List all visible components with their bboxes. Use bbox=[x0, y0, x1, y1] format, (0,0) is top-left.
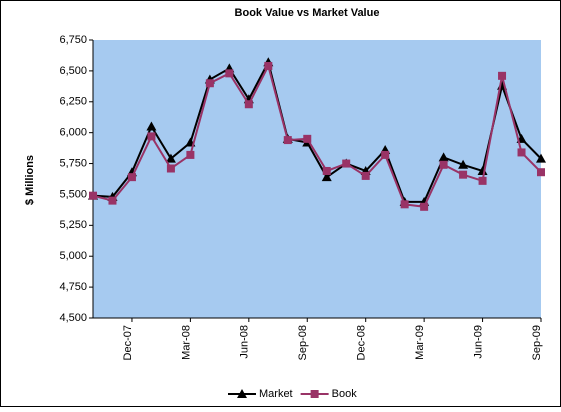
marker bbox=[537, 168, 545, 177]
marker bbox=[264, 61, 273, 70]
y-tick-label: 5,250 bbox=[59, 219, 87, 231]
plot-area bbox=[93, 40, 541, 318]
marker bbox=[459, 170, 468, 179]
marker bbox=[458, 159, 469, 169]
marker bbox=[166, 164, 175, 173]
marker bbox=[498, 71, 507, 80]
marker bbox=[127, 173, 136, 182]
marker bbox=[146, 121, 157, 131]
y-tick-label: 4,750 bbox=[59, 281, 87, 293]
marker bbox=[147, 132, 156, 141]
marker bbox=[310, 390, 319, 398]
marker bbox=[89, 191, 97, 200]
y-tick-label: 5,000 bbox=[59, 250, 87, 262]
y-tick-label: 6,500 bbox=[59, 65, 87, 77]
x-tick-label: Dec-08 bbox=[356, 325, 368, 360]
legend-label: Book bbox=[332, 388, 358, 400]
marker bbox=[478, 176, 487, 185]
chart-title: Book Value vs Market Value bbox=[235, 7, 380, 19]
marker bbox=[244, 100, 253, 109]
y-tick-label: 6,250 bbox=[59, 96, 87, 108]
y-tick-label: 4,500 bbox=[59, 312, 87, 324]
x-tick-label: Sep-09 bbox=[531, 325, 543, 360]
marker bbox=[322, 166, 331, 175]
marker bbox=[400, 200, 409, 209]
marker bbox=[361, 171, 370, 180]
marker bbox=[108, 196, 117, 205]
x-tick-label: Mar-08 bbox=[180, 325, 192, 360]
x-tick-label: Jun-08 bbox=[239, 325, 251, 359]
marker bbox=[225, 69, 234, 78]
y-tick-label: 5,750 bbox=[59, 157, 87, 169]
y-axis-label: $ Millions bbox=[24, 155, 36, 205]
marker bbox=[321, 172, 332, 182]
marker bbox=[536, 153, 546, 163]
marker bbox=[205, 79, 214, 88]
marker bbox=[303, 134, 312, 143]
marker bbox=[381, 150, 390, 159]
marker bbox=[438, 152, 449, 162]
marker bbox=[517, 148, 526, 157]
marker bbox=[165, 153, 176, 163]
x-tick-label: Dec-07 bbox=[122, 325, 134, 360]
y-tick-label: 6,750 bbox=[59, 34, 87, 46]
marker bbox=[439, 160, 448, 169]
y-tick-label: 5,500 bbox=[59, 188, 87, 200]
x-tick-label: Sep-08 bbox=[297, 325, 309, 360]
x-tick-label: Jun-09 bbox=[472, 325, 484, 359]
marker bbox=[283, 136, 292, 145]
marker bbox=[186, 150, 195, 159]
marker bbox=[342, 159, 351, 168]
x-tick-label: Mar-09 bbox=[414, 325, 426, 360]
marker bbox=[420, 202, 429, 211]
marker bbox=[237, 389, 247, 398]
y-tick-label: 6,000 bbox=[59, 127, 87, 139]
legend-label: Market bbox=[259, 388, 293, 400]
